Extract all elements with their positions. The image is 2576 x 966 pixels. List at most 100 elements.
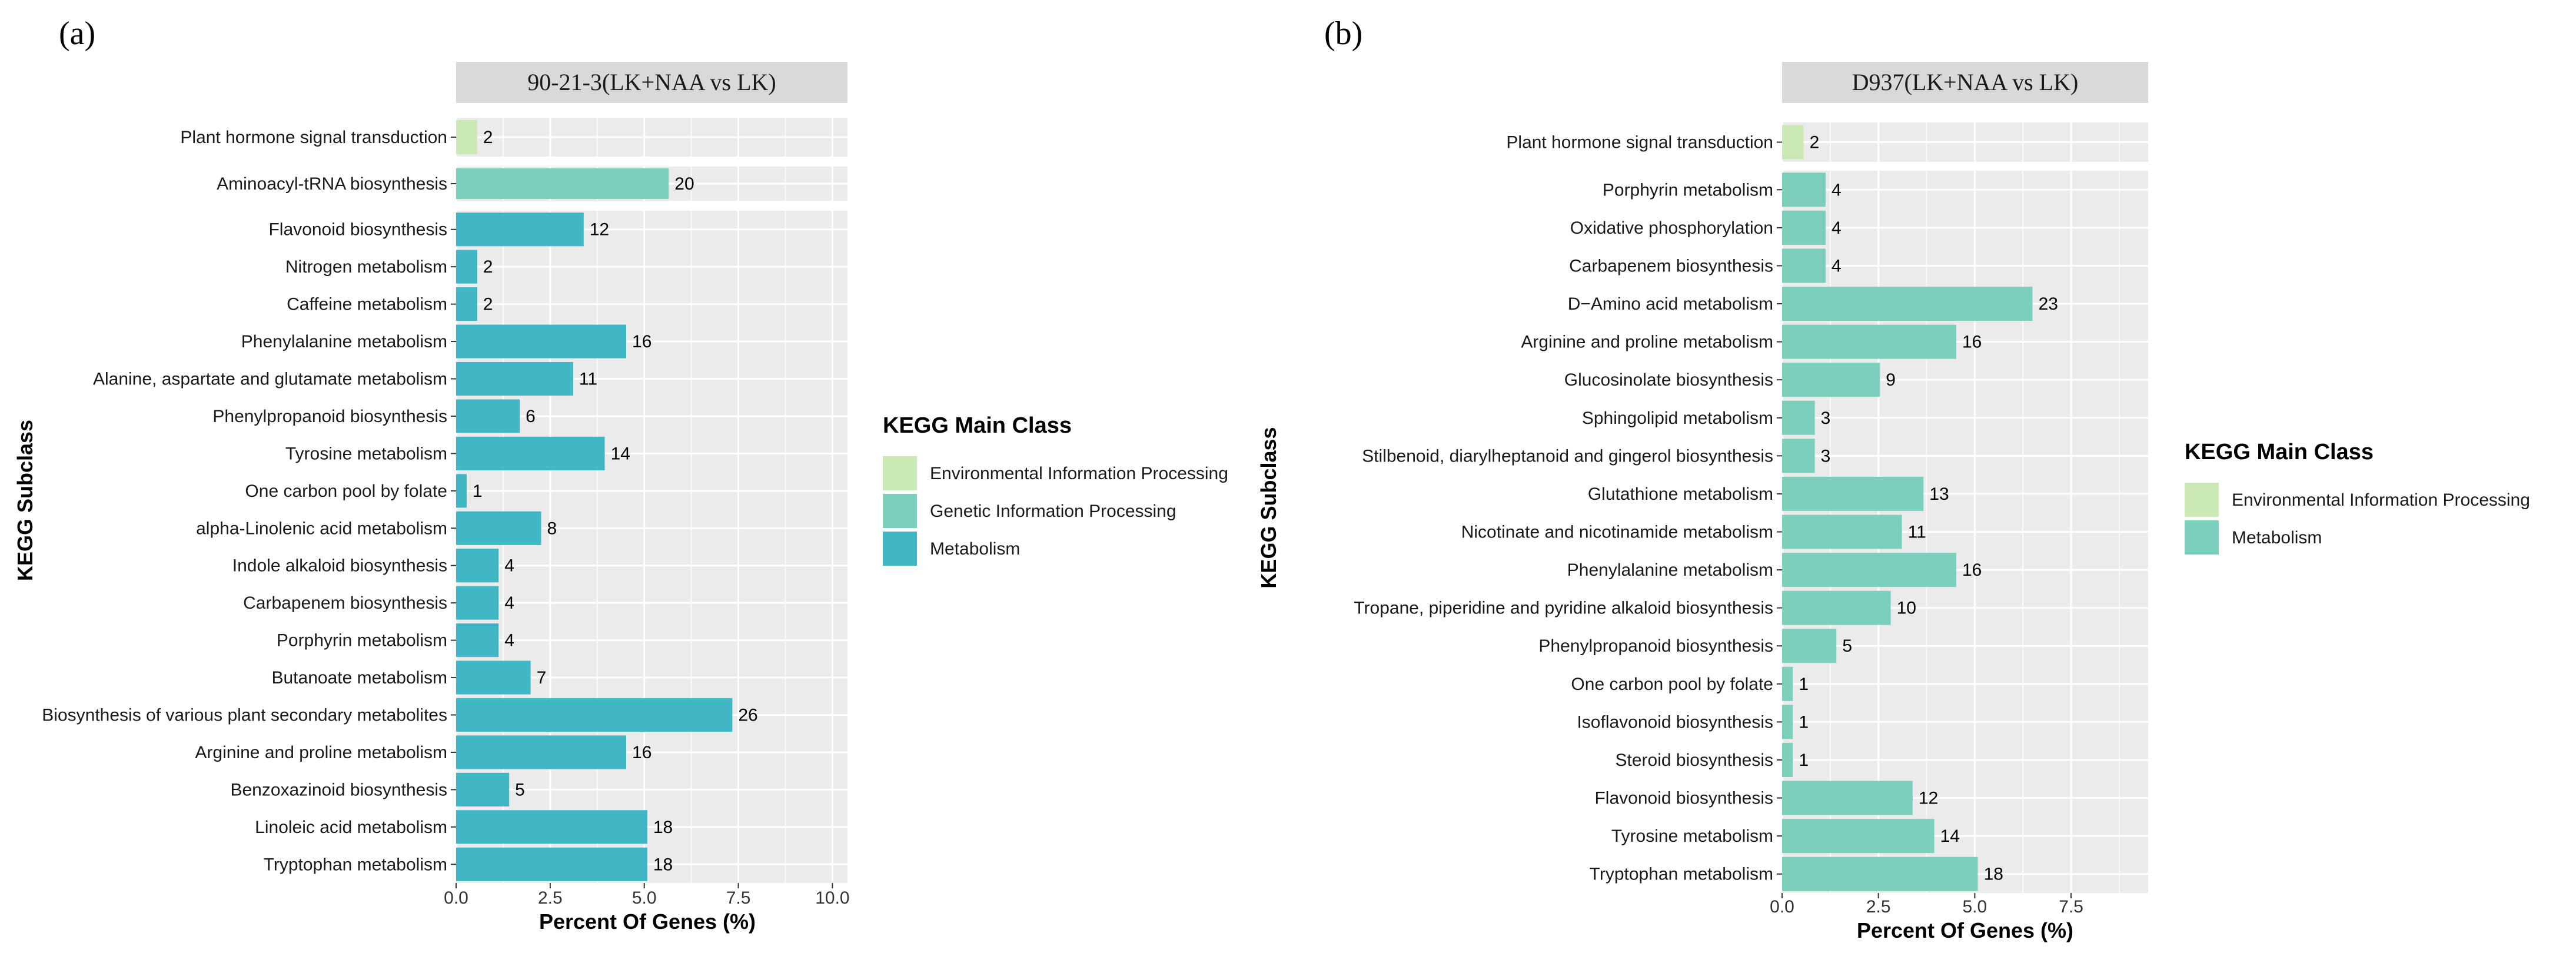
bar-caffeine-metabolism [456, 287, 477, 321]
bar-porphyrin-metabolism [456, 623, 499, 658]
value-label-porphyrin-metabolism: 4 [504, 631, 514, 650]
category-label-sphingolipid-metabolism: Sphingolipid metabolism [1582, 409, 1773, 428]
bar-phenylalanine-metabolism [1782, 553, 1956, 587]
category-label-carbapenem-biosynthesis: Carbapenem biosynthesis [1569, 256, 1773, 275]
value-label-one-carbon-pool-by-folate: 1 [473, 482, 483, 501]
category-label-one-carbon-pool-by-folate: One carbon pool by folate [1571, 675, 1773, 694]
category-label-arginine-and-proline-metabolism: Arginine and proline metabolism [195, 743, 447, 762]
category-label-carbapenem-biosynthesis: Carbapenem biosynthesis [243, 593, 447, 613]
panel-b-x-axis-title: Percent Of Genes (%) [1857, 918, 2073, 942]
category-label-nicotinate-and-nicotinamide-metabolism: Nicotinate and nicotinamide metabolism [1461, 523, 1773, 542]
bar-isoflavonoid-biosynthesis [1782, 705, 1793, 739]
value-label-nicotinate-and-nicotinamide-metabolism: 11 [1908, 523, 1926, 542]
panel-b-chart: (b) D937(LK+NAA vs LK) 2 Plant hormone sign… [1257, 15, 2530, 942]
value-label-butanoate-metabolism: 7 [537, 668, 547, 688]
legend-title: KEGG Main Class [2185, 440, 2374, 464]
value-label-glucosinolate-biosynthesis: 9 [1886, 370, 1896, 390]
category-label-d-amino-acid-metabolism: D−Amino acid metabolism [1568, 294, 1773, 314]
category-label-oxidative-phosphorylation: Oxidative phosphorylation [1570, 218, 1773, 238]
category-label-tryptophan-metabolism: Tryptophan metabolism [1590, 865, 1773, 884]
category-label-alanine-aspartate-and-glutamate-metabolism: Alanine, aspartate and glutamate metabol… [93, 370, 447, 389]
legend-label-metabolism: Metabolism [930, 539, 1020, 559]
bar-benzoxazinoid-biosynthesis [456, 772, 510, 806]
value-label-isoflavonoid-biosynthesis: 1 [1799, 712, 1809, 732]
value-label-phenylpropanoid-biosynthesis: 5 [1842, 636, 1852, 656]
category-label-nitrogen-metabolism: Nitrogen metabolism [285, 257, 447, 277]
value-label-arginine-and-proline-metabolism: 16 [1962, 333, 1982, 352]
bar-glucosinolate-biosynthesis [1782, 363, 1880, 397]
x-tick-label: 10.0 [815, 888, 849, 908]
value-label-tyrosine-metabolism: 14 [611, 444, 630, 463]
category-label-stilbenoid-diarylheptanoid-and-gingerol-biosynthesis: Stilbenoid, diarylheptanoid and gingerol… [1362, 446, 1773, 466]
value-label-linoleic-acid-metabolism: 18 [653, 818, 673, 837]
value-label-phenylalanine-metabolism: 16 [632, 332, 652, 351]
value-label-stilbenoid-diarylheptanoid-and-gingerol-biosynthesis: 3 [1821, 446, 1831, 466]
value-label-tryptophan-metabolism: 18 [1984, 865, 2003, 884]
panel-a-facet-genetic-information-processing: 20 Aminoacyl-tRNA biosynthesis [217, 167, 847, 201]
value-label-tryptophan-metabolism: 18 [653, 855, 673, 874]
category-label-glutathione-metabolism: Glutathione metabolism [1588, 484, 1773, 504]
value-label-carbapenem-biosynthesis: 4 [504, 593, 514, 613]
category-label-tyrosine-metabolism: Tyrosine metabolism [285, 444, 447, 463]
bar-carbapenem-biosynthesis [456, 586, 499, 620]
value-label-carbapenem-biosynthesis: 4 [1832, 256, 1842, 275]
value-label-porphyrin-metabolism: 4 [1832, 180, 1842, 200]
facet-background [456, 211, 847, 883]
value-label-phenylpropanoid-biosynthesis: 6 [526, 407, 536, 426]
x-tick-label: 7.5 [2059, 897, 2083, 917]
value-label-flavonoid-biosynthesis: 12 [1919, 789, 1938, 808]
bar-tyrosine-metabolism [456, 436, 605, 470]
bar-phenylalanine-metabolism [456, 324, 627, 358]
value-label-d-amino-acid-metabolism: 23 [2039, 294, 2058, 314]
bar-butanoate-metabolism [456, 660, 531, 695]
category-label-flavonoid-biosynthesis: Flavonoid biosynthesis [1594, 789, 1773, 808]
bar-indole-alkaloid-biosynthesis [456, 549, 499, 583]
legend-label-genetic-information-processing: Genetic Information Processing [930, 502, 1176, 521]
value-label-alpha-linolenic-acid-metabolism: 8 [547, 519, 557, 538]
category-label-porphyrin-metabolism: Porphyrin metabolism [277, 631, 447, 650]
panel-a-letter: (a) [59, 15, 95, 52]
bar-alanine-aspartate-and-glutamate-metabolism [456, 361, 573, 396]
legend-label-metabolism: Metabolism [2232, 528, 2322, 547]
category-label-phenylalanine-metabolism: Phenylalanine metabolism [1567, 560, 1773, 580]
category-label-tropane-piperidine-and-pyridine-alkaloid-biosynthesis: Tropane, piperidine and pyridine alkaloi… [1354, 599, 1773, 618]
bar-tryptophan-metabolism [1782, 857, 1978, 891]
bar-alpha-linolenic-acid-metabolism [456, 511, 541, 545]
category-label-tryptophan-metabolism: Tryptophan metabolism [264, 855, 447, 874]
value-label-plant-hormone-signal-transduction: 2 [483, 128, 493, 147]
value-label-caffeine-metabolism: 2 [483, 295, 493, 314]
category-label-aminoacyl-trna-biosynthesis: Aminoacyl-tRNA biosynthesis [217, 174, 447, 194]
panel-b-y-axis-title: KEGG Subclass [1257, 427, 1281, 588]
legend-key-environmental-information-processing [883, 456, 917, 490]
value-label-sphingolipid-metabolism: 3 [1821, 409, 1831, 428]
value-label-alanine-aspartate-and-glutamate-metabolism: 11 [579, 370, 597, 389]
category-label-one-carbon-pool-by-folate: One carbon pool by folate [245, 482, 447, 501]
panel-a-x-axis-title: Percent Of Genes (%) [539, 909, 756, 934]
panel-a-title: 90-21-3(LK+NAA vs LK) [527, 69, 776, 95]
category-label-porphyrin-metabolism: Porphyrin metabolism [1603, 180, 1773, 200]
x-tick-label: 2.5 [538, 888, 563, 908]
legend-key-genetic-information-processing [883, 494, 917, 528]
value-label-glutathione-metabolism: 13 [1929, 484, 1949, 504]
value-label-steroid-biosynthesis: 1 [1799, 751, 1809, 770]
bar-stilbenoid-diarylheptanoid-and-gingerol-biosynthesis [1782, 439, 1815, 473]
value-label-biosynthesis-of-various-plant-secondary-metabolites: 26 [738, 706, 757, 725]
legend-label-environmental-information-processing: Environmental Information Processing [930, 464, 1228, 483]
x-tick-label: 5.0 [1963, 897, 1987, 917]
category-label-plant-hormone-signal-transduction: Plant hormone signal transduction [1506, 133, 1773, 152]
bar-carbapenem-biosynthesis [1782, 248, 1826, 283]
legend-key-metabolism [883, 532, 917, 566]
value-label-tropane-piperidine-and-pyridine-alkaloid-biosynthesis: 10 [1897, 599, 1916, 618]
bar-phenylpropanoid-biosynthesis [456, 399, 520, 433]
category-label-isoflavonoid-biosynthesis: Isoflavonoid biosynthesis [1577, 712, 1773, 732]
bar-sphingolipid-metabolism [1782, 400, 1815, 435]
bar-nicotinate-and-nicotinamide-metabolism [1782, 514, 1902, 549]
bar-oxidative-phosphorylation [1782, 210, 1826, 245]
x-tick-label: 5.0 [632, 888, 657, 908]
category-label-phenylalanine-metabolism: Phenylalanine metabolism [241, 332, 447, 351]
category-label-tyrosine-metabolism: Tyrosine metabolism [1611, 826, 1773, 846]
bar-linoleic-acid-metabolism [456, 810, 647, 844]
category-label-arginine-and-proline-metabolism: Arginine and proline metabolism [1521, 333, 1773, 352]
panel-b-legend: KEGG Main Class Environmental Information… [2185, 440, 2530, 555]
value-label-plant-hormone-signal-transduction: 2 [1810, 133, 1820, 152]
